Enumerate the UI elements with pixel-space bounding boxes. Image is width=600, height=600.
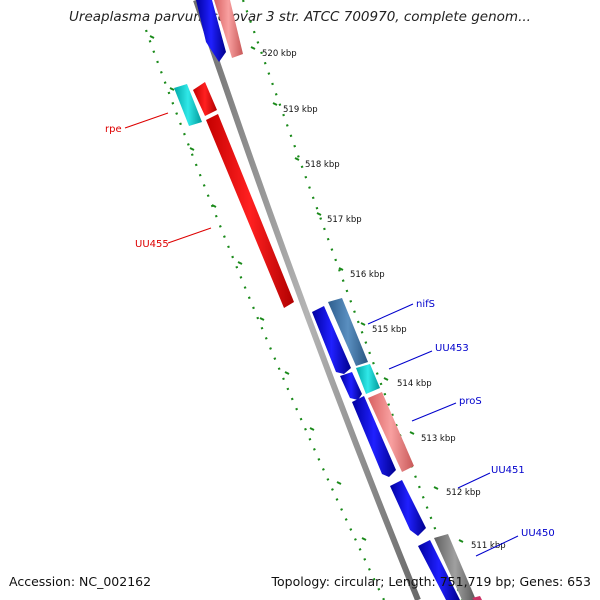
scale-label-515: 515 kbp: [372, 325, 407, 335]
gene-label-nifS: nifS: [416, 299, 435, 310]
gene-nifS[interactable]: [328, 298, 368, 366]
reverse-strand-genes: [174, 82, 294, 308]
scale-label-519: 519 kbp: [283, 105, 318, 115]
scale-label-512: 512 kbp: [446, 488, 481, 498]
topology-text: Topology: circular; Length: 751,719 bp; …: [271, 574, 592, 589]
gene-label-UU455: UU455: [135, 239, 169, 250]
gene-rpe[interactable]: [193, 82, 217, 116]
scale-track-inner: [144, 29, 385, 600]
gene-label-UU450: UU450: [521, 528, 555, 539]
gene-UU453[interactable]: [340, 372, 362, 400]
forward-strand-genes: [196, 0, 482, 600]
gene-label-UU453: UU453: [435, 343, 469, 354]
gene-nifS-blue[interactable]: [312, 306, 351, 374]
gene-cyan-forward[interactable]: [356, 364, 380, 394]
scale-ticks-inner: [149, 35, 367, 541]
gene-UU455[interactable]: [206, 114, 294, 308]
scale-label-511: 511 kbp: [471, 541, 506, 551]
gene-label-UU451: UU451: [491, 465, 525, 476]
scale-label-514: 514 kbp: [397, 379, 432, 389]
gene-label-rpe: rpe: [105, 124, 122, 135]
gene-cyan-reverse[interactable]: [174, 84, 202, 126]
gene-UU450[interactable]: [418, 540, 460, 600]
scale-label-518: 518 kbp: [305, 160, 340, 170]
scale-label-517: 517 kbp: [327, 215, 362, 225]
gene-UU451[interactable]: [390, 480, 426, 536]
scale-label-516: 516 kbp: [350, 270, 385, 280]
map-title: Ureaplasma parvum serovar 3 str. ATCC 70…: [69, 9, 531, 25]
gene-proS[interactable]: [368, 392, 414, 472]
scale-ticks: [250, 46, 464, 543]
genome-backbone: [193, 0, 421, 600]
scale-label-513: 513 kbp: [421, 434, 456, 444]
gene-fragment-bottom[interactable]: [472, 596, 482, 600]
gene-label-proS: proS: [459, 396, 482, 407]
accession-text: Accession: NC_002162: [9, 574, 152, 589]
scale-track-outer: [241, 0, 464, 600]
gene-blue-top[interactable]: [196, 0, 226, 62]
gene-pink-top[interactable]: [214, 0, 243, 58]
scale-label-520: 520 kbp: [262, 49, 297, 59]
gene-proS-blue[interactable]: [352, 396, 396, 477]
label-leaders: [124, 112, 519, 557]
gene-gray[interactable]: [434, 534, 476, 600]
